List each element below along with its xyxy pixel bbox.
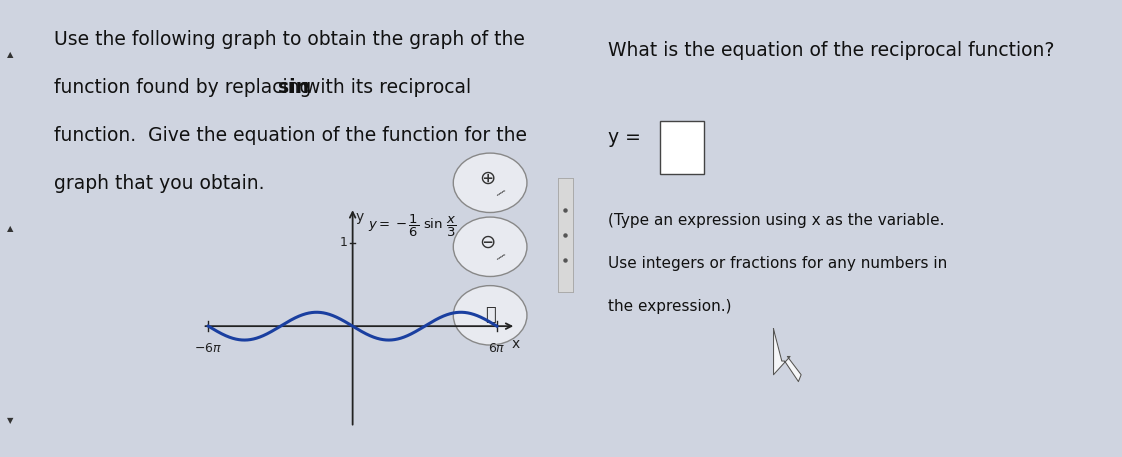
Text: ▼: ▼ xyxy=(7,416,13,425)
Circle shape xyxy=(453,217,527,276)
Text: What is the equation of the reciprocal function?: What is the equation of the reciprocal f… xyxy=(608,41,1054,60)
Text: (Type an expression using x as the variable.: (Type an expression using x as the varia… xyxy=(608,213,944,228)
Polygon shape xyxy=(773,329,801,382)
Text: with its reciprocal: with its reciprocal xyxy=(298,78,471,97)
Text: Use integers or fractions for any numbers in: Use integers or fractions for any number… xyxy=(608,256,947,271)
Text: Use the following graph to obtain the graph of the: Use the following graph to obtain the gr… xyxy=(54,30,525,49)
Bar xyxy=(660,121,705,174)
Text: /: / xyxy=(496,188,505,198)
Text: the expression.): the expression.) xyxy=(608,299,732,314)
Text: $-6\pi$: $-6\pi$ xyxy=(194,342,222,355)
Text: graph that you obtain.: graph that you obtain. xyxy=(54,174,265,193)
Text: $6\pi$: $6\pi$ xyxy=(488,342,506,355)
Text: function found by replacing: function found by replacing xyxy=(54,78,318,97)
Text: /: / xyxy=(496,252,505,262)
Text: ⊖: ⊖ xyxy=(479,233,496,252)
Circle shape xyxy=(453,153,527,213)
Text: sin: sin xyxy=(277,78,309,97)
Text: x: x xyxy=(512,337,519,351)
Text: 1: 1 xyxy=(339,236,348,249)
Text: function.  Give the equation of the function for the: function. Give the equation of the funct… xyxy=(54,126,527,145)
Text: ▲: ▲ xyxy=(7,50,13,59)
Circle shape xyxy=(453,286,527,345)
Text: ⊕: ⊕ xyxy=(479,169,496,188)
Text: y =: y = xyxy=(608,128,646,147)
Text: $y = -\dfrac{1}{6}\ \mathrm{sin}\ \dfrac{x}{3}$: $y = -\dfrac{1}{6}\ \mathrm{sin}\ \dfrac… xyxy=(368,213,457,239)
Text: ⧉: ⧉ xyxy=(485,306,496,324)
Text: ▲: ▲ xyxy=(7,224,13,233)
Text: y: y xyxy=(356,210,364,224)
